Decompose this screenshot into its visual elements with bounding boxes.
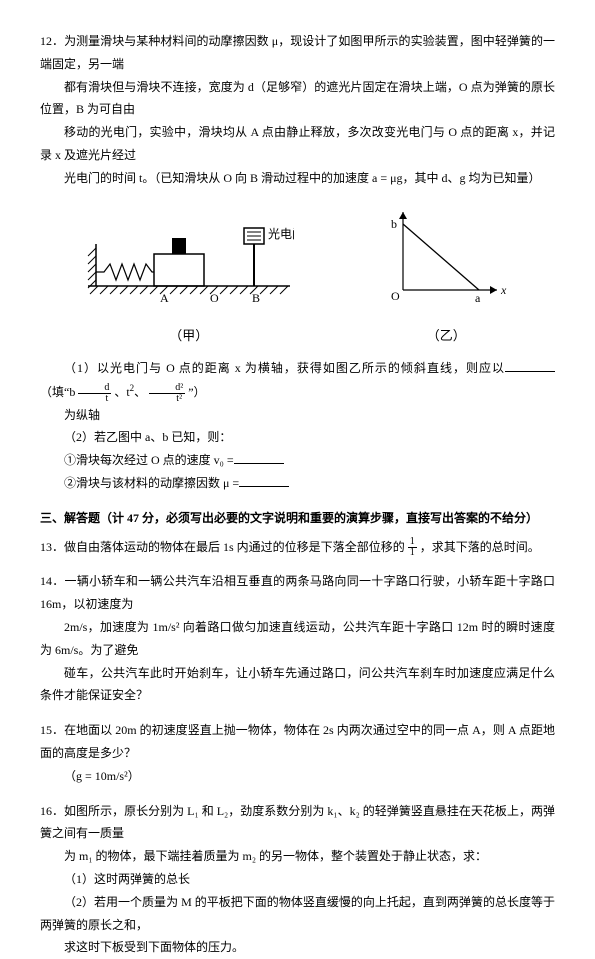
q16-sub2b: 求这时下板受到下面物体的压力。 bbox=[40, 936, 555, 959]
q16-num: 16． bbox=[40, 804, 64, 818]
blank-mu bbox=[239, 475, 289, 487]
question-15: 15．在地面以 20m 的初速度竖直上抛一物体，物体在 2s 内两次通过空中的同… bbox=[40, 719, 555, 787]
caption-yi: （乙） bbox=[381, 324, 511, 349]
frac-d2-t2: d²t² bbox=[149, 383, 185, 404]
q13-num: 13． bbox=[40, 540, 64, 554]
section-3-heading: 三、解答题（计 47 分，必须写出必要的文字说明和重要的演算步骤，直接写出答案的… bbox=[40, 507, 555, 530]
label-O: O bbox=[210, 291, 219, 305]
q12-line2: 都有滑块但与滑块不连接，宽度为 d（足够窄）的遮光片固定在滑块上端，O 点为弹簧… bbox=[40, 76, 555, 122]
figure-jia: 光电门 A O B （甲） bbox=[84, 198, 294, 349]
q14-num: 14． bbox=[40, 574, 65, 588]
photogate-label: 光电门 bbox=[268, 226, 294, 241]
q12-figures: 光电门 A O B （甲） b O a x （乙） bbox=[40, 198, 555, 349]
q12-sub2-i: ①滑块每次经过 O 点的速度 v₀ = bbox=[40, 449, 555, 472]
q15-num: 15． bbox=[40, 723, 64, 737]
q12-sub1-line2: 为纵轴 bbox=[40, 404, 555, 427]
label-a: a bbox=[475, 291, 481, 305]
frac-d-t: dt bbox=[78, 383, 111, 404]
q12-sub2-ii: ②滑块与该材料的动摩擦因数 μ = bbox=[40, 472, 555, 495]
graph-diagram: b O a x bbox=[381, 198, 511, 313]
question-12: 12．为测量滑块与某种材料间的动摩擦因数 μ，现设计了如图甲所示的实验装置，图中… bbox=[40, 30, 555, 495]
q14-line2: 2m/s，加速度为 1m/s² 向着路口做匀加速直线运动，公共汽车距十字路口 1… bbox=[40, 616, 555, 662]
question-14: 14．一辆小轿车和一辆公共汽车沿相互垂直的两条马路向同一十字路口行驶，小轿车距十… bbox=[40, 570, 555, 707]
question-13: 13．做自由落体运动的物体在最后 1s 内通过的位移是下落全部位移的 11 ，求… bbox=[40, 536, 555, 559]
q16-sub1: （1）这时两弹簧的总长 bbox=[40, 868, 555, 891]
label-x: x bbox=[500, 283, 507, 297]
apparatus-diagram: 光电门 A O B bbox=[84, 198, 294, 313]
q15-line2: （g = 10m/s²） bbox=[40, 765, 555, 788]
q13-frac: 11 bbox=[408, 537, 417, 558]
q12-line4: 光电门的时间 t。（已知滑块从 O 向 B 滑动过程中的加速度 a = μg，其… bbox=[40, 167, 555, 190]
q16-line2: 为 m₁ 的物体，最下端挂着质量为 m₂ 的另一物体，整个装置处于静止状态，求： bbox=[40, 845, 555, 868]
blank-v0 bbox=[234, 452, 284, 464]
label-A: A bbox=[160, 291, 169, 305]
q12-sub2: （2）若乙图中 a、b 已知，则： bbox=[40, 426, 555, 449]
q16-sub2a: （2）若用一个质量为 M 的平板把下面的物体竖直缓慢的向上托起，直到两弹簧的总长… bbox=[40, 891, 555, 937]
q12-line1: 12．为测量滑块与某种材料间的动摩擦因数 μ，现设计了如图甲所示的实验装置，图中… bbox=[40, 30, 555, 76]
blank-axis bbox=[505, 360, 555, 372]
question-16: 16．如图所示，原长分别为 L₁ 和 L₂，劲度系数分别为 k₁、k₂ 的轻弹簧… bbox=[40, 800, 555, 959]
label-b: b bbox=[391, 217, 397, 231]
label-B: B bbox=[252, 291, 260, 305]
q14-line3: 碰车，公共汽车此时开始刹车，让小轿车先通过路口，问公共汽车刹车时加速度应满足什么… bbox=[40, 662, 555, 708]
figure-yi: b O a x （乙） bbox=[381, 198, 511, 349]
q12-line3: 移动的光电门，实验中，滑块均从 A 点由静止释放，多次改变光电门与 O 点的距离… bbox=[40, 121, 555, 167]
caption-jia: （甲） bbox=[84, 324, 294, 349]
label-O-graph: O bbox=[391, 289, 400, 303]
q12-num: 12． bbox=[40, 34, 64, 48]
q12-sub1: （1）以光电门与 O 点的距离 x 为横轴，获得如图乙所示的倾斜直线，则应以 （… bbox=[40, 357, 555, 404]
